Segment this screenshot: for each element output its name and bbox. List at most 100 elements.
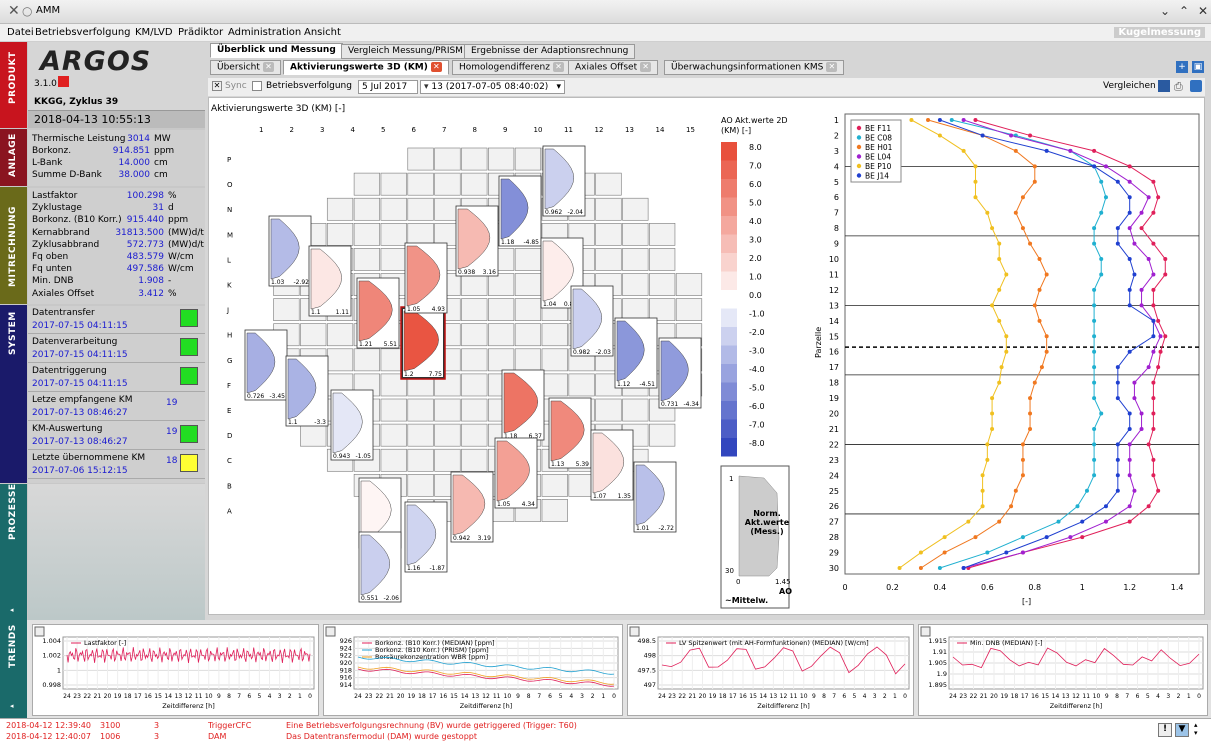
system-row <box>28 451 205 479</box>
fuel-assembly-cell <box>649 298 676 321</box>
section-tab-system[interactable]: SYSTEM <box>0 305 27 483</box>
save-icon[interactable] <box>1158 80 1170 92</box>
sync-checkbox[interactable]: ✕ <box>212 81 222 91</box>
close-icon[interactable]: ✕ <box>430 62 442 72</box>
profile-ao-value: 6.37 <box>529 433 543 440</box>
subtab-aktivierungswerte[interactable]: Aktivierungswerte 3D (KM) ✕ <box>283 60 449 75</box>
series-point <box>1139 210 1144 215</box>
minimize-icon[interactable]: ⌄ <box>1159 4 1171 18</box>
measurement-select[interactable]: ▾ 13 (2017-07-05 08:40:02) ▾ <box>420 80 565 94</box>
series-point <box>1151 318 1156 323</box>
window-menu-icon[interactable]: ○ <box>22 4 33 18</box>
menu-betriebsverfolgung[interactable]: Betriebsverfolgung <box>35 27 131 38</box>
series-point <box>1163 334 1168 339</box>
tab-vergleich[interactable]: Vergleich Messung/PRISM <box>341 44 470 59</box>
system-row <box>28 422 205 450</box>
trend-x-tick: 9 <box>217 693 221 700</box>
trend-x-tick: 23 <box>73 693 81 700</box>
trend-x-tick: 17 <box>134 693 142 700</box>
map-row-label: E <box>227 407 231 415</box>
trend-x-tick: 19 <box>709 693 717 700</box>
legend-tick: -8.0 <box>749 439 765 448</box>
date-field[interactable]: 5 Jul 2017 <box>358 80 418 94</box>
prozesse-panel <box>28 484 205 620</box>
print-icon[interactable]: ⎙ <box>1174 80 1183 93</box>
trend-x-tick: 4 <box>569 693 573 700</box>
profile-y-tick: 5 <box>834 178 839 187</box>
profile-y-tick: 19 <box>829 394 839 403</box>
series-point <box>937 566 942 570</box>
add-tab-icon[interactable]: + <box>1176 61 1188 73</box>
menu-km-lvd[interactable]: KM/LVD <box>135 27 173 38</box>
series-point <box>1028 241 1033 246</box>
series-point <box>1127 179 1132 184</box>
section-tab-trends[interactable]: TRENDS ◂ <box>0 620 27 718</box>
export-icon[interactable] <box>1190 80 1202 92</box>
trend-x-tick: 5 <box>257 693 261 700</box>
map-col-label: 7 <box>442 126 446 134</box>
profile-mean-value: 1.12 <box>617 381 631 388</box>
subtab-axiales-offset[interactable]: Axiales Offset ✕ <box>568 60 659 75</box>
menu-ansicht[interactable]: Ansicht <box>304 27 341 38</box>
anlage-label: Thermische Leistung <box>32 134 126 144</box>
anlage-value: 914.851 <box>112 146 150 156</box>
fuel-assembly-cell <box>300 423 327 447</box>
subtab-uebersicht[interactable]: Übersicht ✕ <box>210 60 281 75</box>
axial-profile-box: 1.16 -1.87 <box>404 501 448 573</box>
profile-mean-value: 1.1 <box>288 419 298 426</box>
info-icon[interactable]: ! <box>1158 723 1172 737</box>
profile-shape <box>287 358 317 420</box>
profile-shape <box>616 320 645 382</box>
scroll-arrows-icon[interactable]: ▴ ▾ <box>1194 721 1198 737</box>
tab-menu-icon[interactable]: ▣ <box>1192 61 1204 73</box>
status-indicator <box>180 454 198 472</box>
fuel-assembly-cell <box>514 273 542 296</box>
betrieb-checkbox[interactable] <box>252 81 262 91</box>
map-row-label: K <box>227 282 232 290</box>
section-tab-prozesse[interactable]: PROZESSE ◂ <box>0 483 27 620</box>
system-time: 2017-07-15 04:11:15 <box>32 350 128 360</box>
lock-icon <box>920 626 931 637</box>
close-icon[interactable]: ✕ <box>826 62 838 72</box>
trend-x-tick: 12 <box>780 693 788 700</box>
fuel-assembly-cell <box>407 223 434 246</box>
map-row-label: C <box>227 457 232 465</box>
profile-mean-value: 0.942 <box>453 535 470 542</box>
maximize-icon[interactable]: ⌃ <box>1178 4 1190 18</box>
fuel-assembly-cell <box>434 423 461 447</box>
close-icon[interactable]: ✕ <box>1197 4 1209 18</box>
close-icon[interactable]: ✕ <box>552 62 564 72</box>
filter-icon[interactable]: ▼ <box>1175 723 1189 737</box>
trend-legend-label: Borkonz. (B10 Korr.) (MEDIAN) [ppm] <box>375 639 495 647</box>
fuel-assembly-cell <box>407 448 434 472</box>
fuel-assembly-cell <box>649 248 676 271</box>
section-tab-mitrechnung[interactable]: MITRECHNUNG <box>0 187 27 304</box>
trend-x-tick: 1 <box>1187 693 1191 700</box>
tab-adaption[interactable]: Ergebnisse der Adaptionsrechnung <box>464 44 636 59</box>
trend-y-tick: 1.002 <box>42 652 61 660</box>
mitrechnung-value: 31813.500 <box>115 227 164 238</box>
trend-x-tick: 5 <box>1146 693 1150 700</box>
series-point <box>1146 504 1151 509</box>
compare-button[interactable]: Vergleichen ▾ <box>1103 81 1163 91</box>
legend-swatch <box>721 179 737 198</box>
fuel-assembly-cell <box>622 197 649 221</box>
menu-datei[interactable]: Datei <box>7 27 34 38</box>
menu-administration[interactable]: Administration <box>228 27 302 38</box>
section-tab-anlage[interactable]: ANLAGE <box>0 129 27 186</box>
legend-series-name: BE J14 <box>865 172 889 181</box>
close-icon[interactable]: ✕ <box>262 62 274 72</box>
section-tab-produkt[interactable]: PRODUKT <box>0 42 27 128</box>
profile-y-tick: 28 <box>829 533 839 542</box>
subtab-ueberwachung[interactable]: Überwachungsinformationen KMS ✕ <box>664 60 845 75</box>
map-col-label: 9 <box>503 126 507 134</box>
close-icon[interactable]: ✕ <box>640 62 652 72</box>
menu-praediktor[interactable]: Prädiktor <box>178 27 224 38</box>
series-point <box>1132 488 1137 493</box>
subtab-homologendifferenz[interactable]: Homologendifferenz ✕ <box>452 60 571 75</box>
tab-ueberblick[interactable]: Überblick und Messung <box>210 43 343 58</box>
trend-x-tick: 12 <box>185 693 193 700</box>
system-label: KM-Auswertung <box>32 424 103 434</box>
system-count: 19 <box>166 427 178 437</box>
series-point <box>999 365 1004 370</box>
